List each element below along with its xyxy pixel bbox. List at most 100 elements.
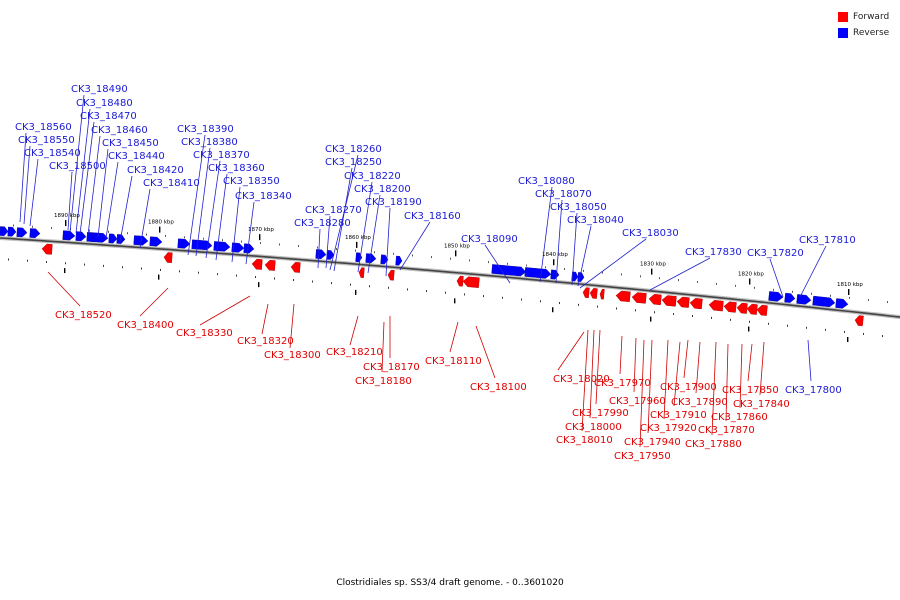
kbp-tick-label: 1870 kbp xyxy=(248,227,274,233)
minor-tick xyxy=(236,274,237,277)
minor-tick xyxy=(255,276,256,279)
major-tick xyxy=(259,234,261,241)
minor-tick xyxy=(51,227,52,230)
reverse-leader-line xyxy=(317,228,321,269)
reverse-swatch xyxy=(838,28,848,38)
major-tick xyxy=(650,316,652,322)
forward-gene xyxy=(689,298,703,310)
reverse-gene-label: CK3_18420 xyxy=(127,165,184,176)
reverse-leader-line xyxy=(97,148,109,238)
reverse-leader-line xyxy=(215,173,228,261)
reverse-gene-label: CK3_18540 xyxy=(24,148,81,159)
minor-tick xyxy=(65,262,66,265)
reverse-gene xyxy=(29,228,41,239)
minor-tick xyxy=(545,266,546,269)
forward-gene-label: CK3_17890 xyxy=(671,397,728,408)
reverse-gene-label: CK3_18250 xyxy=(325,157,382,168)
minor-tick xyxy=(312,280,313,283)
reverse-gene xyxy=(149,236,163,247)
reverse-gene-label: CK3_18450 xyxy=(102,138,159,149)
forward-gene-label: CK3_17950 xyxy=(614,451,671,462)
reverse-gene-label: CK3_18380 xyxy=(181,137,238,148)
reverse-gene xyxy=(7,226,17,237)
minor-tick xyxy=(179,270,180,273)
minor-tick xyxy=(540,300,541,303)
reverse-leader-line xyxy=(579,238,647,289)
minor-tick xyxy=(673,313,674,316)
reverse-gene-label: CK3_18490 xyxy=(71,84,128,95)
reverse-gene-label: CK3_18040 xyxy=(567,215,624,226)
forward-gene-label: CK3_17850 xyxy=(722,385,779,396)
forward-leader-line xyxy=(683,339,689,379)
forward-gene-label: CK3_18400 xyxy=(117,320,174,331)
forward-gene-label: CK3_18110 xyxy=(425,356,482,367)
reverse-leader-line xyxy=(333,167,353,272)
gene-labels-layer: CK3_18490 CK3_18480 CK3_18470 CK3_18460 CK3_… xyxy=(15,84,856,462)
kbp-tick-label: 1830 kbp xyxy=(640,262,666,268)
reverse-gene xyxy=(177,238,191,249)
forward-leader-line xyxy=(739,343,743,409)
reverse-gene xyxy=(491,264,527,277)
minor-tick xyxy=(882,335,883,338)
reverse-leader-line xyxy=(205,160,221,259)
major-tick xyxy=(356,241,358,248)
forward-leader-line xyxy=(673,341,681,407)
reverse-leader-line xyxy=(19,132,27,223)
reverse-gene-label: CK3_18360 xyxy=(208,163,265,174)
minor-tick xyxy=(431,256,432,259)
minor-tick xyxy=(369,285,370,288)
reverse-gene-label: CK3_17810 xyxy=(799,235,856,246)
reverse-gene-label: CK3_17830 xyxy=(685,247,742,258)
major-tick xyxy=(748,326,750,332)
forward-leader-line xyxy=(639,339,645,448)
forward-leader-line xyxy=(695,341,701,394)
minor-tick xyxy=(635,309,636,312)
reverse-gene-label: CK3_18160 xyxy=(404,211,461,222)
forward-gene-label: CK3_18100 xyxy=(470,382,527,393)
forward-gene xyxy=(41,243,53,255)
minor-tick xyxy=(659,277,660,280)
minor-tick xyxy=(849,296,850,299)
forward-gene xyxy=(589,288,598,299)
reverse-gene xyxy=(571,271,579,282)
forward-leader-line xyxy=(199,295,251,326)
forward-leader-line xyxy=(449,321,459,353)
reverse-gene xyxy=(380,254,389,265)
minor-tick xyxy=(260,242,261,245)
reverse-leader-line xyxy=(555,199,563,284)
reverse-gene-label: CK3_17800 xyxy=(785,385,842,396)
reverse-gene-label: CK3_18080 xyxy=(518,176,575,187)
minor-tick xyxy=(160,268,161,271)
reverse-leader-line xyxy=(29,158,39,227)
minor-tick xyxy=(108,230,109,233)
reverse-gene xyxy=(355,252,363,263)
reverse-leader-line xyxy=(539,186,553,283)
reverse-gene xyxy=(16,227,28,238)
reverse-leader-line xyxy=(119,175,133,243)
forward-gene-label: CK3_17940 xyxy=(624,437,681,448)
forward-gene xyxy=(387,269,395,281)
minor-tick xyxy=(165,234,166,237)
minor-tick xyxy=(583,269,584,272)
reverse-gene xyxy=(395,255,403,266)
forward-gene xyxy=(708,300,724,312)
forward-leader-line xyxy=(759,341,765,396)
minor-tick xyxy=(697,280,698,283)
forward-gene-label: CK3_17880 xyxy=(685,439,742,450)
forward-gene xyxy=(746,303,758,315)
forward-leader-line xyxy=(581,329,589,432)
forward-leader-line xyxy=(139,287,169,317)
minor-tick xyxy=(792,290,793,293)
reverse-gene xyxy=(213,241,231,252)
reverse-leader-line xyxy=(69,94,85,233)
minor-tick xyxy=(521,298,522,301)
minor-tick xyxy=(863,332,864,335)
minor-tick xyxy=(222,239,223,242)
minor-tick xyxy=(621,273,622,276)
minor-tick xyxy=(298,245,299,248)
reverse-leader-line xyxy=(195,147,211,257)
reverse-gene xyxy=(108,233,118,244)
genes-layer xyxy=(0,226,864,327)
ticks-layer: 1890 kbp 1880 kbp 1870 kbp 1860 kbp 1850 kbp… xyxy=(8,213,888,343)
forward-leader-line xyxy=(475,325,496,379)
